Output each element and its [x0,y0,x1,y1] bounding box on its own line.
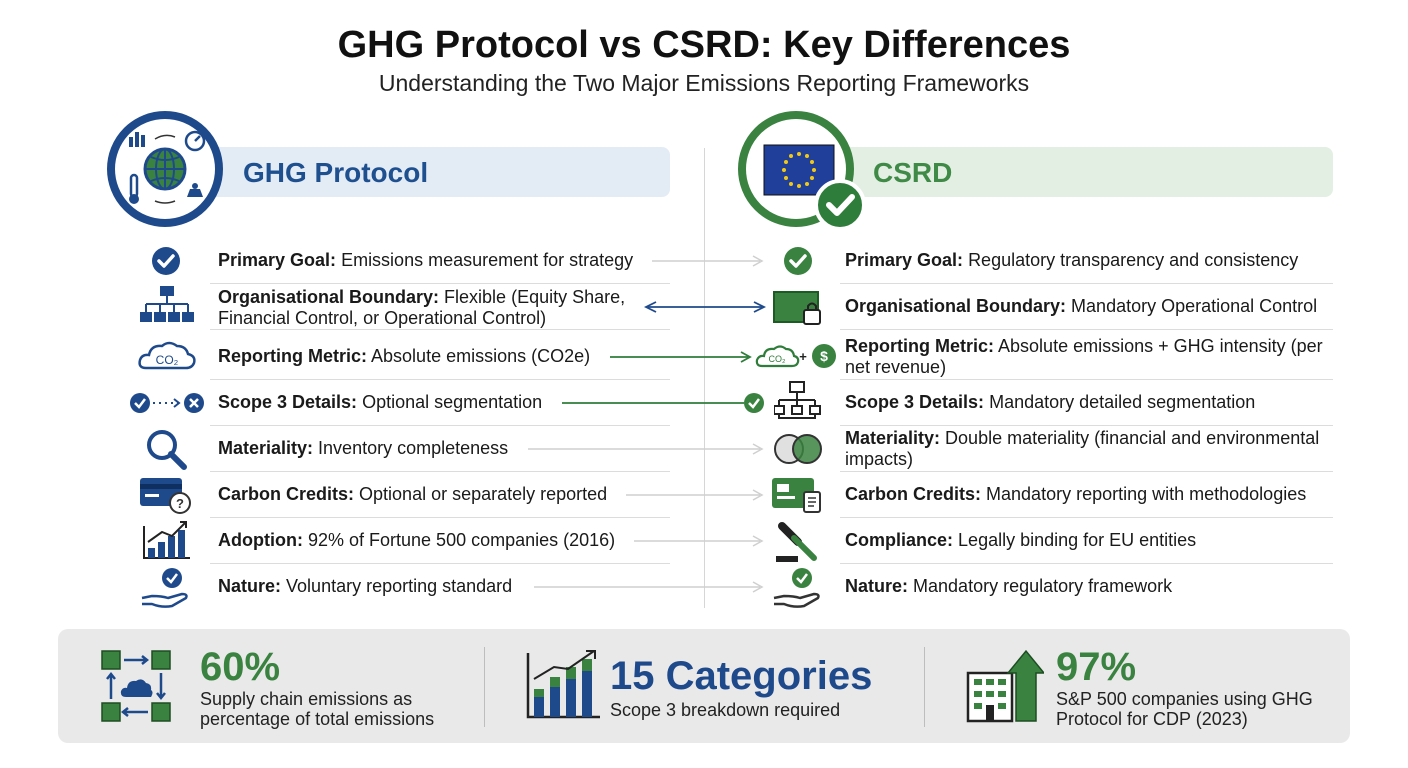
stat-sp500-desc: S&P 500 companies using GHG Protocol for… [1056,689,1313,729]
comparison-row-primary-goal: Primary Goal: Emissions measurement for … [0,238,1408,284]
csrd-nature: Nature: Mandatory regulatory framework [845,576,1173,596]
credit-card-question-icon: ? [136,472,198,518]
comparison-row-adoption-compliance: Adoption: 92% of Fortune 500 companies (… [0,518,1408,564]
credit-card-document-icon [768,472,830,518]
stat-supply-chain-value: 60% [200,645,281,689]
gavel-icon [768,518,830,564]
co2-cloud-icon: CO₂ [136,334,198,380]
magnifier-icon [136,426,198,472]
csrd-column-title: CSRD [873,157,953,188]
svg-text:CO₂: CO₂ [769,354,787,364]
stat-categories-desc: Scope 3 breakdown required [610,700,841,720]
building-arrow-icon [964,643,1046,732]
csrd-organisational-boundary: Organisational Boundary: Mandatory Opera… [845,296,1318,316]
stat-sp500-value: 97% [1056,645,1137,689]
stats-footer: 60% Supply chain emissions as percentage… [58,629,1350,743]
csrd-carbon-credits: Carbon Credits: Mandatory reporting with… [845,484,1307,504]
ghg-materiality: Materiality: Inventory completeness [218,438,509,458]
ghg-organisational-boundary: Organisational Boundary: Flexible (Equit… [218,287,626,328]
csrd-reporting-metric: Reporting Metric: Absolute emissions + G… [845,336,1323,377]
comparison-row-nature: Nature: Voluntary reporting standard Nat… [0,564,1408,610]
check-circle-icon [136,238,198,284]
co2-plus-dollar-icon: CO₂ + $ [754,334,842,380]
comparison-row-boundary: Organisational Boundary: Flexible (Equit… [0,284,1408,330]
page-title: GHG Protocol vs CSRD: Key Differences [337,24,1071,66]
hand-check-icon [136,564,198,610]
globe-metrics-icon [107,111,223,227]
ghg-primary-goal: Primary Goal: Emissions measurement for … [218,250,634,270]
ghg-header-band [200,147,670,197]
locked-folder-icon [768,284,830,330]
eu-flag-check-icon [738,111,866,231]
comparison-row-carbon-credits: ? Carbon Credits: Optional or separately… [0,472,1408,518]
ghg-column-title: GHG Protocol [243,157,429,188]
stats-divider [484,647,485,727]
rising-bars-icon [136,518,198,564]
ghg-nature: Nature: Voluntary reporting standard [218,576,513,596]
column-divider [704,148,705,608]
hand-check-icon [768,564,830,610]
comparison-row-scope3: Scope 3 Details: Optional segmentation S… [0,380,1408,426]
svg-text:CO₂: CO₂ [156,353,179,367]
check-circle-icon [768,238,830,284]
venn-circles-icon [768,426,830,472]
svg-text:+: + [799,349,807,364]
stat-supply-chain-desc: Supply chain emissions as percentage of … [200,689,435,729]
ghg-scope3-details: Scope 3 Details: Optional segmentation [218,392,543,412]
stat-categories-value: 15 Categories [610,654,873,698]
ghg-carbon-credits: Carbon Credits: Optional or separately r… [218,484,608,504]
ghg-adoption: Adoption: 92% of Fortune 500 companies (… [218,530,616,550]
csrd-scope3-details: Scope 3 Details: Mandatory detailed segm… [845,392,1256,412]
stats-divider [924,647,925,727]
svg-text:$: $ [820,348,828,364]
csrd-header-band [830,147,1333,197]
org-chart-icon [136,284,198,330]
hierarchy-icon [773,380,836,426]
csrd-primary-goal: Primary Goal: Regulatory transparency an… [845,250,1299,270]
svg-text:?: ? [176,496,184,511]
page-subtitle: Understanding the Two Major Emissions Re… [378,70,1030,96]
check-to-cross-icon [128,380,208,426]
csrd-compliance: Compliance: Legally binding for EU entit… [845,530,1197,550]
growth-bar-chart-icon [524,649,604,728]
comparison-row-metric: CO₂ Reporting Metric: Absolute emissions… [0,334,1408,380]
csrd-materiality: Materiality: Double materiality (financi… [845,428,1320,469]
ghg-reporting-metric: Reporting Metric: Absolute emissions (CO… [218,346,591,366]
supply-chain-cloud-icon [98,647,178,732]
comparison-row-materiality: Materiality: Inventory completeness Mate… [0,426,1408,472]
